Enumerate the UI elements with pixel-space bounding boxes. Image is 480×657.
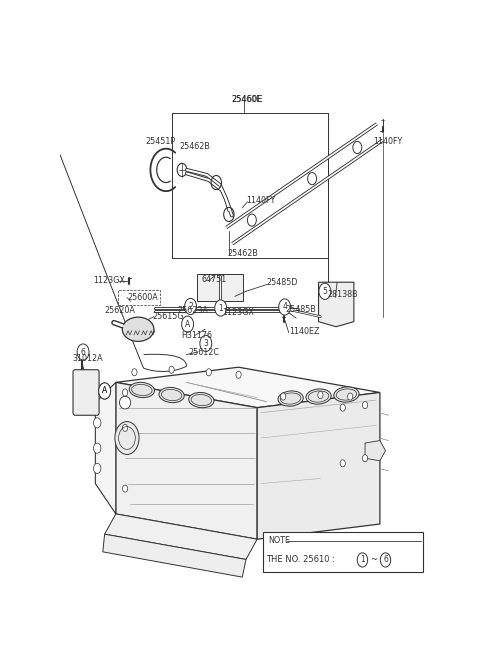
Text: 25462B: 25462B	[179, 142, 210, 151]
Text: 31012A: 31012A	[72, 354, 103, 363]
Circle shape	[122, 424, 128, 432]
Text: A: A	[102, 386, 107, 396]
Polygon shape	[103, 534, 246, 577]
Circle shape	[94, 443, 101, 453]
Circle shape	[94, 418, 101, 428]
Text: 25612C: 25612C	[189, 348, 220, 357]
Text: 25462B: 25462B	[228, 249, 258, 258]
Circle shape	[340, 460, 345, 467]
FancyBboxPatch shape	[73, 370, 99, 415]
Circle shape	[181, 316, 193, 332]
Text: 1140FY: 1140FY	[373, 137, 403, 146]
Text: 64751: 64751	[202, 275, 227, 284]
FancyBboxPatch shape	[197, 273, 243, 302]
Text: 1: 1	[218, 304, 223, 313]
Circle shape	[77, 344, 89, 360]
Circle shape	[279, 299, 290, 315]
Text: H31176: H31176	[181, 331, 212, 340]
Text: 6: 6	[383, 555, 388, 564]
Ellipse shape	[129, 382, 155, 397]
Text: 25615G: 25615G	[152, 312, 184, 321]
Text: 25451P: 25451P	[145, 137, 176, 146]
Text: 1140EZ: 1140EZ	[289, 327, 320, 336]
Circle shape	[348, 393, 353, 400]
Circle shape	[357, 553, 368, 567]
Text: 25460E: 25460E	[232, 95, 262, 104]
Circle shape	[169, 366, 174, 373]
Circle shape	[206, 369, 211, 376]
Text: NOTE: NOTE	[268, 536, 290, 545]
Ellipse shape	[115, 422, 139, 455]
Ellipse shape	[306, 389, 331, 404]
Polygon shape	[105, 514, 257, 560]
Text: 1140FY: 1140FY	[246, 196, 275, 205]
Text: 25485B: 25485B	[285, 305, 316, 313]
Polygon shape	[116, 367, 380, 407]
Ellipse shape	[159, 388, 184, 403]
Polygon shape	[365, 441, 385, 461]
Text: 6: 6	[81, 348, 85, 357]
Circle shape	[200, 335, 212, 351]
Text: 25460E: 25460E	[232, 95, 264, 104]
Polygon shape	[116, 382, 257, 539]
Circle shape	[319, 283, 331, 300]
Text: ~: ~	[370, 555, 377, 564]
Circle shape	[340, 404, 345, 411]
Text: A: A	[185, 320, 190, 328]
Text: 28138B: 28138B	[328, 290, 359, 300]
Circle shape	[99, 383, 110, 399]
Circle shape	[132, 369, 137, 376]
Circle shape	[380, 553, 391, 567]
Polygon shape	[319, 283, 354, 327]
Circle shape	[99, 383, 110, 399]
Ellipse shape	[334, 387, 359, 402]
Circle shape	[362, 401, 368, 409]
Circle shape	[215, 300, 227, 316]
Circle shape	[318, 392, 323, 399]
Circle shape	[185, 298, 196, 315]
Ellipse shape	[278, 391, 303, 406]
Text: 2: 2	[188, 302, 193, 311]
Text: 25620A: 25620A	[105, 306, 135, 315]
Text: 3: 3	[204, 339, 208, 348]
Ellipse shape	[189, 392, 214, 408]
Text: THE NO. 25610 :: THE NO. 25610 :	[266, 555, 338, 564]
Circle shape	[362, 455, 368, 462]
Ellipse shape	[120, 396, 131, 409]
Text: A: A	[102, 386, 107, 396]
Circle shape	[122, 389, 128, 396]
Circle shape	[236, 371, 241, 378]
FancyBboxPatch shape	[263, 532, 423, 572]
Ellipse shape	[122, 317, 154, 342]
Text: 25623A: 25623A	[177, 306, 208, 315]
Text: 1123GX: 1123GX	[223, 308, 254, 317]
Text: 1: 1	[360, 555, 365, 564]
Polygon shape	[257, 392, 380, 539]
Circle shape	[281, 393, 286, 400]
Text: 25485D: 25485D	[266, 278, 298, 287]
Circle shape	[94, 463, 101, 474]
Text: 25600A: 25600A	[128, 293, 158, 302]
Circle shape	[122, 485, 128, 492]
Polygon shape	[96, 382, 116, 514]
Text: 4: 4	[282, 302, 287, 311]
Text: 1123GX: 1123GX	[93, 276, 125, 285]
Text: 5: 5	[323, 287, 327, 296]
